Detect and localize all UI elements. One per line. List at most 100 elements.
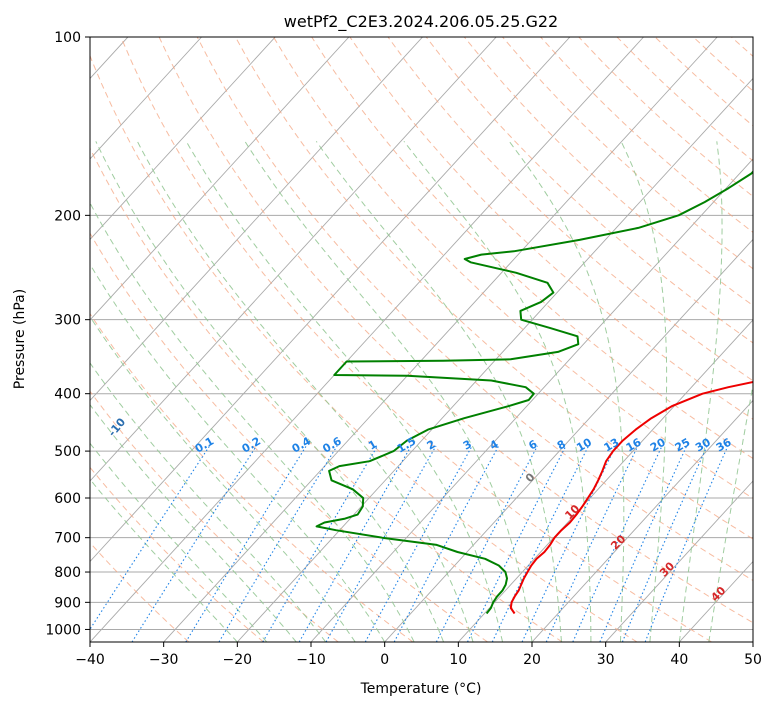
mixing-ratio-label: 13 — [602, 436, 622, 455]
moist-adiabat-line — [90, 478, 238, 642]
moist-adiabat-line — [90, 362, 327, 642]
isotherm-line — [90, 37, 571, 563]
dry-adiabat-line — [90, 147, 563, 642]
moist-adiabat-line — [136, 141, 474, 642]
axis-layer: −40 −30 −20 −10 0 10 20 30 40 5010020030040050060… — [45, 30, 762, 668]
moist-adiabat-label: 40 — [708, 584, 728, 604]
mixing-ratio-label: 10 — [574, 435, 594, 454]
temperature-profile-line — [509, 380, 753, 615]
isotherm-line — [90, 37, 644, 642]
isotherm-line — [605, 480, 753, 642]
moist-adiabat-label: 20 — [608, 532, 628, 552]
mixing-ratio-label: 30 — [693, 435, 713, 454]
x-tick-label: 30 — [597, 652, 615, 668]
dry-adiabat-line — [654, 37, 753, 127]
dry-adiabat-line — [311, 37, 753, 460]
dry-adiabat-line — [770, 37, 775, 642]
x-tick-label: −30 — [149, 652, 179, 668]
mixing-ratio-line — [491, 445, 590, 642]
y-tick-label: 500 — [54, 444, 81, 460]
isotherm-line — [90, 37, 497, 482]
dry-adiabat-line — [90, 390, 339, 642]
y-tick-label: 1000 — [45, 622, 81, 638]
dry-adiabat-line — [90, 54, 638, 642]
isotherm-line — [163, 37, 718, 642]
isotherm-line — [90, 37, 276, 241]
dry-adiabat-line — [196, 37, 753, 582]
isotherm-line — [458, 319, 753, 642]
y-tick-label: 400 — [54, 387, 81, 403]
isotherm-line — [679, 560, 753, 642]
mixing-ratio-line — [364, 445, 473, 642]
x-tick-label: −40 — [75, 652, 105, 668]
mixing-ratio-label: 0.1 — [193, 435, 216, 456]
mixing-ratio-label: 0.2 — [240, 435, 263, 456]
isotherm-line — [90, 37, 202, 160]
dry-adiabat-line — [234, 37, 753, 540]
x-tick-label: −10 — [296, 652, 326, 668]
y-tick-label: 200 — [54, 208, 81, 224]
dewpoint-profile-line — [315, 170, 753, 615]
mixing-ratio-line — [325, 445, 437, 642]
mixing-ratio-line — [131, 445, 257, 642]
dry-adiabat-label: -20 — [30, 392, 53, 416]
x-tick-label: 20 — [523, 652, 541, 668]
dry-adiabat-line — [158, 37, 753, 624]
mixing-ratio-line — [599, 445, 688, 642]
dry-adiabat-line — [425, 37, 753, 344]
mixing-ratio-line — [621, 445, 708, 642]
moist-adiabat-line — [90, 201, 415, 642]
mixing-ratio-label: 3 — [461, 438, 474, 453]
moist-adiabat-line — [508, 141, 625, 642]
mixing-ratio-line — [644, 445, 729, 642]
mixing-ratio-label: 6 — [526, 437, 539, 452]
dry-adiabat-line — [387, 37, 753, 382]
mixing-ratio-label: 1.5 — [395, 435, 418, 456]
moist-adiabat-line — [90, 442, 268, 642]
isotherm-line — [90, 37, 350, 321]
moist-adiabat-line — [90, 263, 386, 642]
moist-adiabat-line — [244, 141, 533, 642]
mixing-ratio-line — [262, 445, 379, 642]
dry-adiabat-line — [273, 37, 753, 499]
plot-frame — [89, 36, 754, 643]
mixing-ratio-line — [185, 445, 307, 642]
x-tick-label: 50 — [744, 652, 762, 668]
x-tick-label: 40 — [670, 652, 688, 668]
dry-adiabat-line — [90, 232, 488, 642]
mixing-ratio-label: 8 — [555, 438, 568, 453]
isotherm-line — [90, 37, 423, 402]
mixing-ratio-line — [218, 445, 338, 642]
mixing-ratio-label: 25 — [673, 436, 693, 455]
y-tick-label: 900 — [54, 595, 81, 611]
mixing-ratio-label: 0.4 — [290, 434, 314, 455]
mixing-ratio-line — [90, 445, 211, 631]
x-tick-label: 0 — [380, 652, 389, 668]
y-tick-label: 100 — [54, 30, 81, 46]
mixing-ratio-label: 2 — [425, 438, 438, 453]
mixing-ratio-line — [467, 445, 567, 642]
moist-adiabat-line — [403, 140, 592, 642]
dry-adiabat-line — [349, 37, 753, 420]
dry-adiabat-line — [90, 541, 190, 642]
y-axis-label: Pressure (hPa) — [12, 289, 28, 389]
y-tick-label: 300 — [54, 313, 81, 329]
grid-layer — [90, 37, 775, 642]
moist-adiabat-line — [95, 141, 445, 642]
y-tick-label: 600 — [54, 491, 81, 507]
isotherm-line — [752, 641, 753, 642]
isotherm-line — [531, 399, 753, 642]
mixing-ratio-line — [521, 445, 617, 642]
moist-adiabat-label: 10 — [562, 502, 582, 522]
moist-adiabat-line — [315, 141, 562, 642]
y-tick-label: 700 — [54, 531, 81, 547]
isotherm-line — [384, 238, 753, 642]
moist-adiabat-line — [708, 382, 753, 642]
x-tick-label: −20 — [223, 652, 253, 668]
isotherm-line — [237, 77, 753, 642]
chart-title: wetPf2_C2E3.2024.206.05.25.G22 — [284, 12, 558, 32]
mixing-ratio-label: 0.6 — [320, 434, 344, 455]
dry-adiabat-label: -10 — [106, 415, 129, 439]
dry-adiabat-line — [90, 466, 264, 642]
